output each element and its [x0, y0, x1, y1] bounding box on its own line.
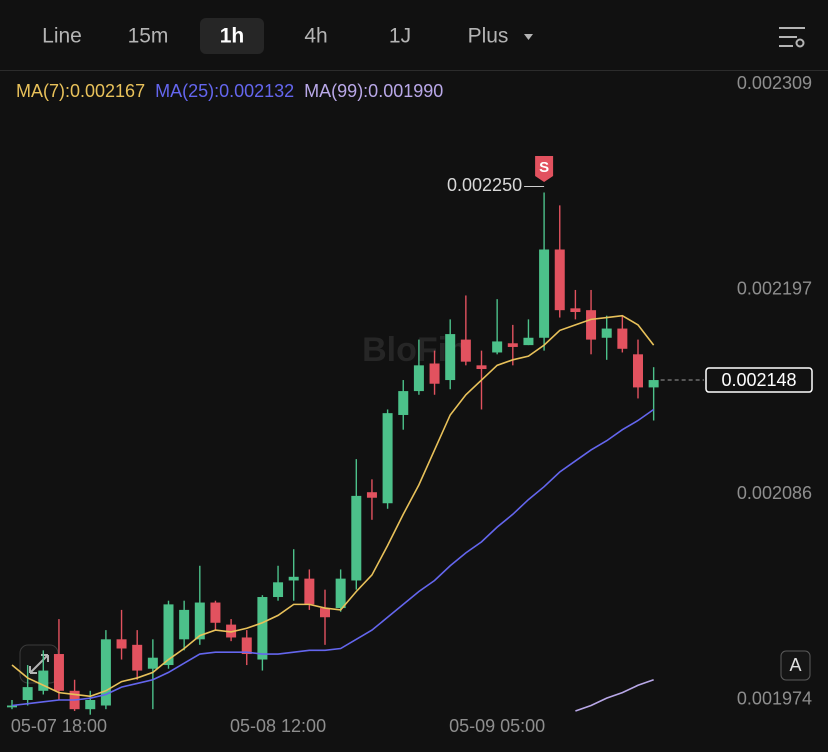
legend-entry: MA(99):0.001990 — [304, 81, 443, 101]
button-frame — [780, 650, 811, 681]
y-tick-label: 0.002309 — [737, 73, 812, 93]
x-tick-label: 05-08 12:00 — [230, 716, 326, 736]
last-price-label: 0.002148 — [721, 370, 796, 390]
candle-body — [492, 341, 503, 353]
legend-entry: MA(7):0.002167 — [16, 81, 145, 101]
candle-body — [116, 639, 127, 649]
candle-body — [147, 657, 158, 669]
candle-body — [586, 310, 597, 340]
candle-body — [85, 699, 96, 710]
candle-body — [226, 624, 237, 638]
candle-body — [648, 380, 659, 388]
ma-line — [575, 679, 654, 712]
y-tick-label: 0.002086 — [737, 483, 812, 503]
icon-gear — [795, 38, 805, 48]
candle-body — [38, 670, 49, 691]
candle-body — [382, 413, 393, 504]
auto-label: A — [789, 655, 801, 675]
candle-body — [523, 337, 534, 346]
candle-body — [304, 578, 315, 605]
sell-flag — [535, 156, 554, 182]
candle-body — [601, 328, 612, 338]
candle-body — [210, 602, 221, 623]
tab[interactable]: 1J — [389, 25, 411, 48]
candle-body — [241, 637, 252, 655]
tab-highlight — [200, 18, 264, 54]
candle-body — [273, 582, 284, 598]
last-price-box — [705, 367, 813, 393]
candle-body — [539, 249, 550, 338]
x-tick-label: 05-09 05:00 — [449, 716, 545, 736]
candle-body — [554, 249, 565, 311]
candle-body — [460, 339, 471, 362]
candle-body — [288, 576, 299, 581]
tab[interactable]: 4h — [304, 25, 327, 48]
high-label: 0.002250 — [447, 175, 522, 195]
candle-body — [398, 391, 409, 415]
candle-body — [445, 334, 456, 381]
expand-icon — [29, 654, 49, 674]
candle-body — [413, 365, 424, 392]
tab[interactable]: 1h — [220, 25, 245, 48]
y-tick-label: 0.001974 — [737, 689, 812, 709]
candle-body — [320, 608, 330, 618]
sell-flag-label: S — [539, 159, 549, 176]
tab[interactable]: Plus — [468, 25, 509, 48]
y-tick-label: 0.002197 — [737, 279, 812, 299]
auto-button[interactable]: A — [780, 650, 811, 681]
candle-body — [617, 328, 628, 349]
tab[interactable]: 15m — [128, 25, 169, 48]
candle-body — [335, 578, 346, 609]
candle-body — [476, 365, 487, 370]
settings-icon[interactable] — [779, 27, 805, 48]
candle-body — [22, 687, 33, 700]
candle-body — [163, 604, 174, 666]
legend-entry: MA(25):0.002132 — [155, 81, 294, 101]
candle-body — [351, 495, 362, 581]
ma-line — [11, 408, 655, 707]
candle-body — [366, 492, 377, 498]
candle-body — [507, 343, 518, 347]
x-tick-label: 05-07 18:00 — [11, 716, 107, 736]
ma-line — [11, 314, 655, 698]
candle-body — [194, 602, 205, 640]
dropdown-caret — [524, 34, 533, 40]
candle-body — [429, 363, 440, 384]
candle-body — [132, 644, 143, 671]
candle-body — [570, 308, 581, 313]
candle-body — [257, 597, 268, 660]
candle-body — [100, 639, 111, 706]
candle-body — [53, 654, 64, 691]
candle-body — [633, 354, 643, 388]
candle-body — [179, 609, 190, 640]
tab[interactable]: Line — [42, 25, 82, 48]
candle-body — [7, 705, 17, 708]
